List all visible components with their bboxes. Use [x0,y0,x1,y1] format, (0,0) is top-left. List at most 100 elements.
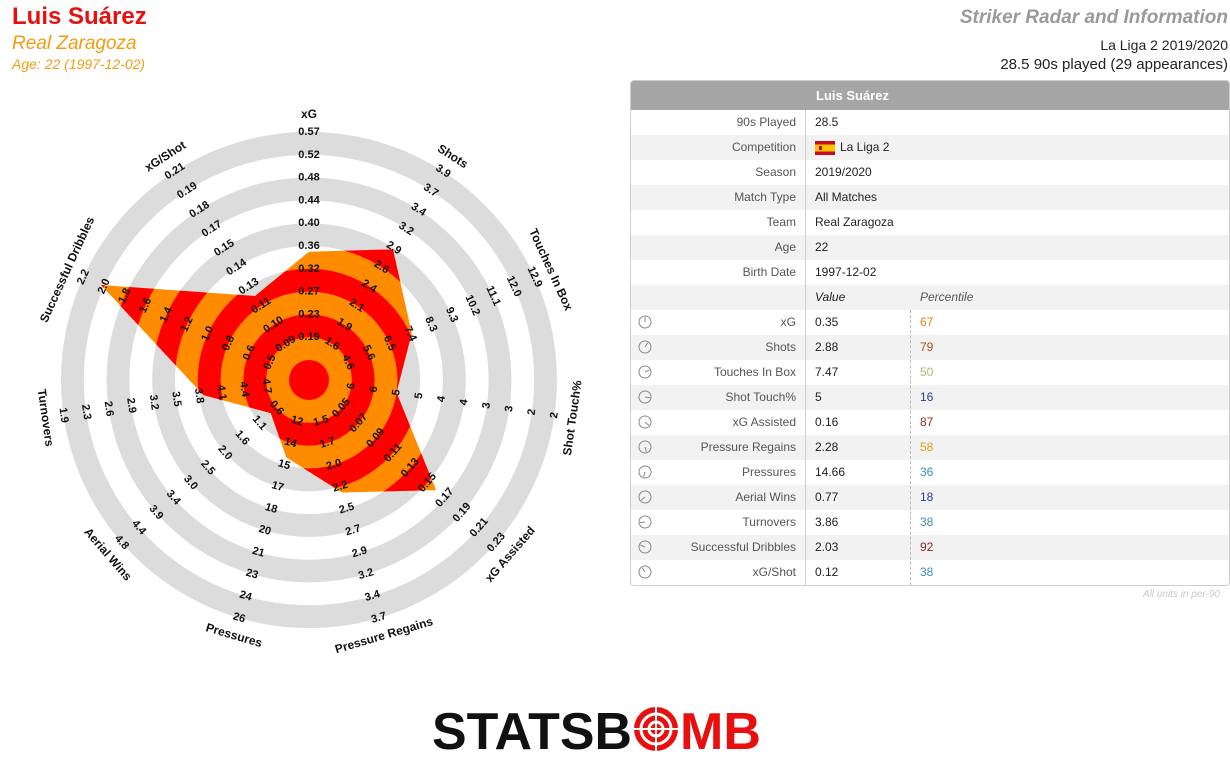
info-row-value: La Liga 2 [815,135,889,160]
dial-icon [638,315,652,329]
radar-tick-label: 0.8 [220,334,237,353]
radar-axis-label: Pressures [204,620,264,650]
stat-value: 5 [815,390,822,404]
radar-tick-label: 2.2 [75,268,92,287]
stat-row: Shot Touch% 5 16 [631,385,1229,410]
stat-value: 0.12 [815,565,839,579]
info-row-label: 90s Played [736,115,796,129]
stat-row: Aerial Wins 0.77 18 [631,485,1229,510]
info-row-label: Match Type [734,190,796,204]
radar-tick-label: 3.4 [363,588,382,604]
radar-axis-label: xG [301,107,317,121]
info-row-value-text: 2019/2020 [815,165,872,179]
radar-tick-label: 3.7 [370,610,388,626]
radar-tick-label: 6.5 [381,334,398,353]
stat-percentile: 16 [920,390,934,404]
radar-tick-label: 3 [503,405,516,413]
radar-fill-red-band [243,314,375,446]
radar-tick-label: 0.44 [298,194,320,206]
bomb-icon [634,707,678,751]
stat-percentile: 36 [920,465,934,479]
column-divider [805,110,806,585]
stat-label: Aerial Wins [735,490,796,504]
info-row-value-text: 28.5 [815,115,839,129]
radar-tick-label: 8.3 [422,315,439,334]
value-column-header: Value [815,290,846,304]
stat-row: Turnovers 3.86 38 [631,510,1229,535]
dial-icon [638,365,652,379]
radar-tick-label: 0.23 [298,308,319,320]
radar-tick-label: 18 [264,501,279,516]
statsbomb-logo: STATSB MB [432,703,761,756]
radar-tick-label: 1.0 [199,324,216,343]
info-row-value: Real Zaragoza [815,210,894,235]
info-row-value-text: 1997-12-02 [815,265,877,279]
info-row-label: Team [766,215,796,229]
radar-tick-label: 3.2 [147,394,161,411]
played-line: 28.5 90s played (29 appearances) [1000,56,1228,73]
dial-icon [638,490,652,504]
radar-tick-label: 23 [244,567,259,582]
stat-row: Pressures 14.66 36 [631,460,1229,485]
radar-tick-label: 21 [251,545,266,560]
percentile-column-header: Percentile [920,290,974,304]
stat-value: 2.03 [815,540,839,554]
radar-tick-label: 3.8 [192,387,206,404]
radar-tick-label: 0.19 [298,331,319,343]
info-row-label: Birth Date [742,265,796,279]
info-rows: 90s Played 28.5 Competition La Liga 2 Season… [631,110,1229,585]
info-row-value: All Matches [815,185,877,210]
radar-tick-label: 4.6 [339,353,356,372]
radar-tick-label: 24 [238,589,254,604]
radar-chart: 0.190.230.270.320.360.400.440.480.520.57… [35,107,585,656]
stat-row: xG Assisted 0.16 87 [631,410,1229,435]
radar-tick-label: 0.27 [298,286,319,298]
age-line: Age: 22 (1997-12-02) [12,56,146,72]
dial-icon [638,390,652,404]
radar-tick-label: 1.7 [318,435,336,451]
logo-text-left: STATSB [432,703,632,756]
stat-value: 0.35 [815,315,839,329]
stat-percentile: 67 [920,315,934,329]
radar-tick-label: 0.6 [241,343,258,362]
stat-label: Shots [765,340,796,354]
radar-tick-label: 2.7 [344,523,362,539]
info-row-value-text: 22 [815,240,829,254]
stat-percentile: 50 [920,365,934,379]
stat-row: Touches In Box 7.47 50 [631,360,1229,385]
stat-value: 2.88 [815,340,839,354]
dial-icon [638,540,652,554]
radar-tick-label: 20 [257,523,272,538]
stat-percentile: 79 [920,340,934,354]
info-row-label: Season [755,165,796,179]
info-row-value: 22 [815,235,828,260]
radar-tick-label: 0.5 [261,353,278,372]
info-row: Age 22 [631,235,1229,260]
stat-label: Pressure Regains [700,440,796,454]
info-table-header: Luis Suárez [631,81,1229,110]
info-row: Match Type All Matches [631,185,1229,210]
stat-label: xG/Shot [752,565,796,579]
units-note: All units in per-90 [1142,589,1220,600]
dial-icon [638,415,652,429]
radar-tick-label: 0.32 [298,263,319,275]
info-row-value: 1997-12-02 [815,260,876,285]
radar-tick-label: 2.9 [124,397,138,414]
stat-percentile: 58 [920,440,934,454]
radar-fill-core [289,360,329,400]
stat-row: Shots 2.88 79 [631,335,1229,360]
radar-tick-label: 3.2 [357,566,375,582]
stats-subheader: Value Percentile [631,285,1229,310]
dial-icon [638,340,652,354]
stat-row: xG/Shot 0.12 38 [631,560,1229,585]
spain-flag-icon [815,140,835,155]
stat-value: 0.16 [815,415,839,429]
radar-tick-label: 1.2 [178,315,195,334]
stat-label: Touches In Box [713,365,796,379]
radar-tick-label: 2 [548,411,561,419]
info-row-value-text: La Liga 2 [840,140,890,154]
info-row: Team Real Zaragoza [631,210,1229,235]
radar-tick-label: 2 [526,408,539,416]
info-row-label: Age [774,240,796,254]
radar-tick-label: 14 [283,435,299,450]
